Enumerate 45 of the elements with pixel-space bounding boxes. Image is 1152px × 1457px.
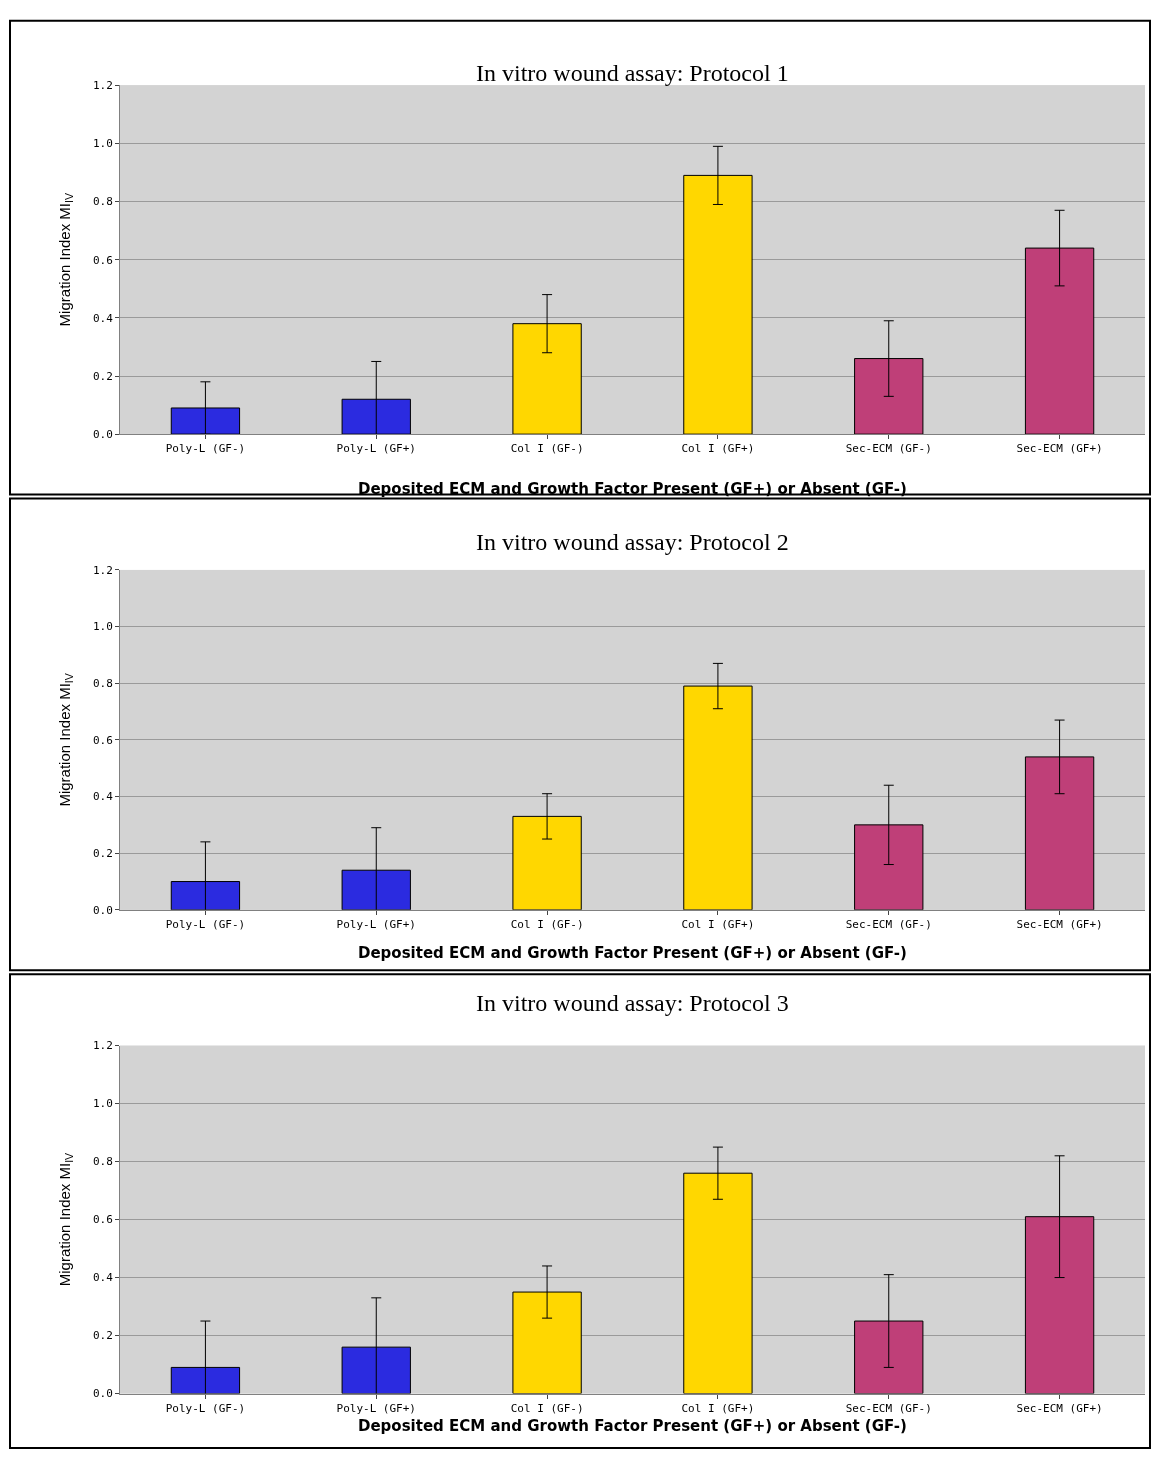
x-tick-label: Poly-L (GF-)	[165, 442, 246, 456]
y-tick-label: 0.6	[92, 1213, 113, 1227]
y-tick-label: 0.8	[92, 1155, 113, 1169]
chart-title: In vitro wound assay: Protocol 3	[476, 990, 789, 1016]
y-tick-label: 0.2	[92, 847, 113, 861]
x-tick-label: Sec-ECM (GF+)	[1016, 918, 1103, 932]
x-tick-label: Col I (GF-)	[510, 442, 584, 456]
x-tick-label: Poly-L (GF-)	[165, 918, 246, 932]
x-tick-label: Sec-ECM (GF-)	[845, 442, 932, 456]
x-tick-label: Col I (GF-)	[510, 918, 584, 932]
y-tick-label: 0.2	[92, 369, 113, 383]
y-tick-label: 0.8	[92, 677, 113, 691]
y-tick-label: 0.0	[92, 428, 113, 441]
x-tick-label: Poly-L (GF-)	[165, 1401, 246, 1415]
x-tick-label: Poly-L (GF+)	[336, 1401, 416, 1415]
x-axis-title: Deposited ECM and Growth Factor Present (GF+) or Absent (GF-)	[358, 480, 907, 498]
y-tick-label: 0.8	[92, 195, 113, 209]
x-tick-label: Col I (GF+)	[681, 918, 755, 932]
x-tick-label: Col I (GF-)	[510, 1401, 584, 1415]
y-tick-label: 1.0	[92, 137, 113, 151]
y-tick-label: 0.4	[92, 311, 114, 325]
y-tick-label: 0.6	[92, 733, 113, 747]
x-tick-label: Poly-L (GF+)	[336, 918, 416, 932]
x-tick-label: Col I (GF+)	[681, 1401, 755, 1415]
y-tick-label: 1.2	[92, 1039, 113, 1053]
x-tick-label: Sec-ECM (GF+)	[1016, 442, 1103, 456]
x-tick-label: Sec-ECM (GF-)	[845, 1401, 932, 1415]
y-tick-label: 0.4	[92, 790, 114, 804]
y-tick-label: 0.6	[92, 253, 113, 267]
y-tick-label: 0.4	[92, 1271, 114, 1285]
y-tick-label: 0.0	[92, 903, 113, 917]
x-axis-title: Deposited ECM and Growth Factor Present (GF+) or Absent (GF-)	[358, 1417, 907, 1435]
x-tick-label: Poly-L (GF+)	[336, 442, 416, 456]
x-tick-label: Col I (GF+)	[681, 442, 755, 456]
x-tick-label: Sec-ECM (GF-)	[845, 918, 932, 932]
y-tick-label: 0.0	[92, 1387, 113, 1401]
chart-title: In vitro wound assay: Protocol 1	[476, 60, 789, 86]
x-axis-title: Deposited ECM and Growth Factor Present (GF+) or Absent (GF-)	[358, 944, 907, 962]
y-tick-label: 1.0	[92, 1097, 113, 1111]
chart-title: In vitro wound assay: Protocol 2	[476, 529, 789, 555]
y-tick-label: 0.2	[92, 1329, 113, 1343]
x-tick-label: Sec-ECM (GF+)	[1016, 1401, 1103, 1415]
y-tick-label: 1.2	[92, 563, 113, 577]
y-tick-label: 1.0	[92, 620, 113, 634]
y-tick-label: 1.2	[92, 79, 113, 93]
